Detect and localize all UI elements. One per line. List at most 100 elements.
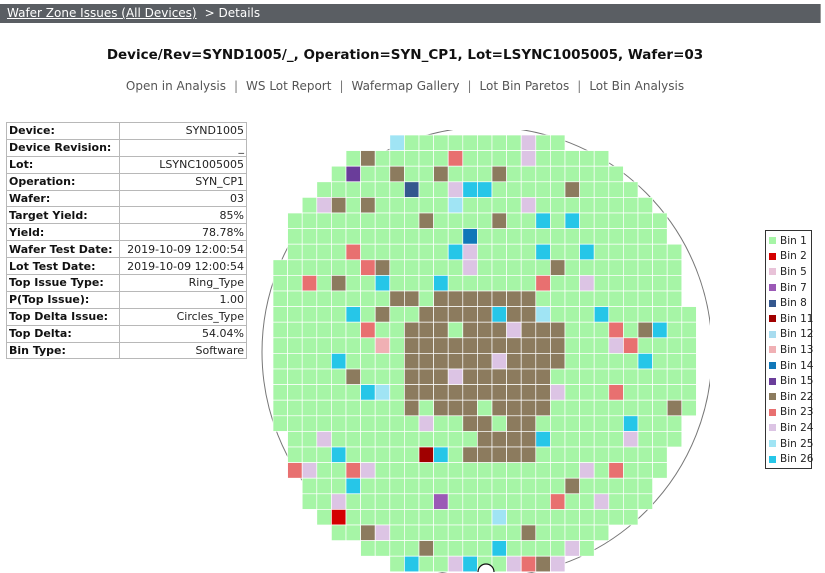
wafer-die[interactable] xyxy=(535,415,551,432)
wafer-die[interactable] xyxy=(520,181,537,198)
wafer-die[interactable] xyxy=(593,290,610,307)
wafer-die[interactable] xyxy=(550,150,566,167)
wafer-die[interactable] xyxy=(331,368,347,385)
wafer-die[interactable] xyxy=(389,306,405,323)
wafer-die[interactable] xyxy=(360,321,376,339)
wafer-die[interactable] xyxy=(331,165,347,183)
wafer-die[interactable] xyxy=(345,197,361,214)
wafer-die[interactable] xyxy=(272,259,288,276)
wafer-die[interactable] xyxy=(433,431,449,448)
wafer-die[interactable] xyxy=(389,462,405,479)
wafer-die[interactable] xyxy=(316,431,332,448)
wafer-die[interactable] xyxy=(593,243,610,261)
wafer-die[interactable] xyxy=(287,337,303,354)
wafer-die[interactable] xyxy=(535,150,551,167)
wafer-die[interactable] xyxy=(462,493,478,510)
wafer-die[interactable] xyxy=(433,353,449,370)
wafer-die[interactable] xyxy=(447,540,464,557)
wafer-die[interactable] xyxy=(477,228,493,245)
wafer-die[interactable] xyxy=(666,368,683,385)
wafer-die[interactable] xyxy=(272,353,288,370)
wafer-die[interactable] xyxy=(637,228,653,245)
wafer-die[interactable] xyxy=(345,477,361,495)
wafer-die[interactable] xyxy=(360,212,376,229)
legend-item[interactable]: Bin 5 xyxy=(766,264,811,280)
wafer-die[interactable] xyxy=(462,477,478,495)
wafer-die[interactable] xyxy=(535,228,551,245)
wafer-die[interactable] xyxy=(520,150,537,167)
wafer-die[interactable] xyxy=(389,259,405,276)
wafer-die[interactable] xyxy=(520,306,537,323)
wafer-die[interactable] xyxy=(389,399,405,417)
wafer-die[interactable] xyxy=(491,212,507,229)
wafer-die[interactable] xyxy=(608,415,624,432)
wafer-die[interactable] xyxy=(447,228,464,245)
wafer-die[interactable] xyxy=(301,337,318,354)
wafer-die[interactable] xyxy=(418,384,434,401)
wafer-die[interactable] xyxy=(506,399,522,417)
wafer-die[interactable] xyxy=(360,197,376,214)
wafer-die[interactable] xyxy=(301,399,318,417)
wafer-die[interactable] xyxy=(506,368,522,385)
wafer-die[interactable] xyxy=(404,197,420,214)
wafer-die[interactable] xyxy=(652,384,668,401)
wafer-die[interactable] xyxy=(301,243,318,261)
wafer-die[interactable] xyxy=(623,259,639,276)
wafer-die[interactable] xyxy=(433,524,449,541)
wafer-die[interactable] xyxy=(550,524,566,541)
wafer-die[interactable] xyxy=(389,181,405,198)
wafer-die[interactable] xyxy=(287,384,303,401)
wafer-die[interactable] xyxy=(652,275,668,292)
wafer-die[interactable] xyxy=(491,509,507,526)
wafer-die[interactable] xyxy=(520,399,537,417)
wafer-die[interactable] xyxy=(404,477,420,495)
wafer-die[interactable] xyxy=(579,384,595,401)
wafer-die[interactable] xyxy=(345,446,361,463)
wafer-die[interactable] xyxy=(316,197,332,214)
wafer-die[interactable] xyxy=(374,321,391,339)
wafer-die[interactable] xyxy=(520,228,537,245)
wafer-die[interactable] xyxy=(360,259,376,276)
wafer-die[interactable] xyxy=(520,197,537,214)
wafer-die[interactable] xyxy=(520,524,537,541)
wafer-die[interactable] xyxy=(447,477,464,495)
wafer-die[interactable] xyxy=(579,181,595,198)
wafer-die[interactable] xyxy=(506,150,522,167)
wafer-die[interactable] xyxy=(360,165,376,183)
wafer-die[interactable] xyxy=(520,540,537,557)
wafer-die[interactable] xyxy=(608,493,624,510)
wafer-die[interactable] xyxy=(550,477,566,495)
wafer-die[interactable] xyxy=(433,493,449,510)
wafer-die[interactable] xyxy=(623,384,639,401)
wafer-die[interactable] xyxy=(389,228,405,245)
wafer-die[interactable] xyxy=(477,306,493,323)
wafer-die[interactable] xyxy=(666,353,683,370)
wafer-die[interactable] xyxy=(564,524,580,541)
wafer-die[interactable] xyxy=(404,493,420,510)
wafer-die[interactable] xyxy=(301,446,318,463)
wafer-die[interactable] xyxy=(637,290,653,307)
wafer-die[interactable] xyxy=(447,259,464,276)
wafer-die[interactable] xyxy=(447,446,464,463)
wafer-die[interactable] xyxy=(360,477,376,495)
wafer-die[interactable] xyxy=(593,181,610,198)
wafer-die[interactable] xyxy=(345,243,361,261)
wafer-die[interactable] xyxy=(404,337,420,354)
wafer-die[interactable] xyxy=(316,243,332,261)
wafer-die[interactable] xyxy=(404,524,420,541)
wafer-die[interactable] xyxy=(301,290,318,307)
wafer-die[interactable] xyxy=(666,290,683,307)
wafer-die[interactable] xyxy=(535,353,551,370)
wafer-die[interactable] xyxy=(462,197,478,214)
wafer-die[interactable] xyxy=(331,415,347,432)
wafer-die[interactable] xyxy=(579,197,595,214)
wafer-die[interactable] xyxy=(404,259,420,276)
wafer-die[interactable] xyxy=(535,243,551,261)
wafer-die[interactable] xyxy=(579,306,595,323)
wafer-die[interactable] xyxy=(652,228,668,245)
wafer-die[interactable] xyxy=(433,306,449,323)
wafer-die[interactable] xyxy=(477,243,493,261)
wafer-die[interactable] xyxy=(331,446,347,463)
wafer-die[interactable] xyxy=(374,337,391,354)
wafer-die[interactable] xyxy=(389,337,405,354)
